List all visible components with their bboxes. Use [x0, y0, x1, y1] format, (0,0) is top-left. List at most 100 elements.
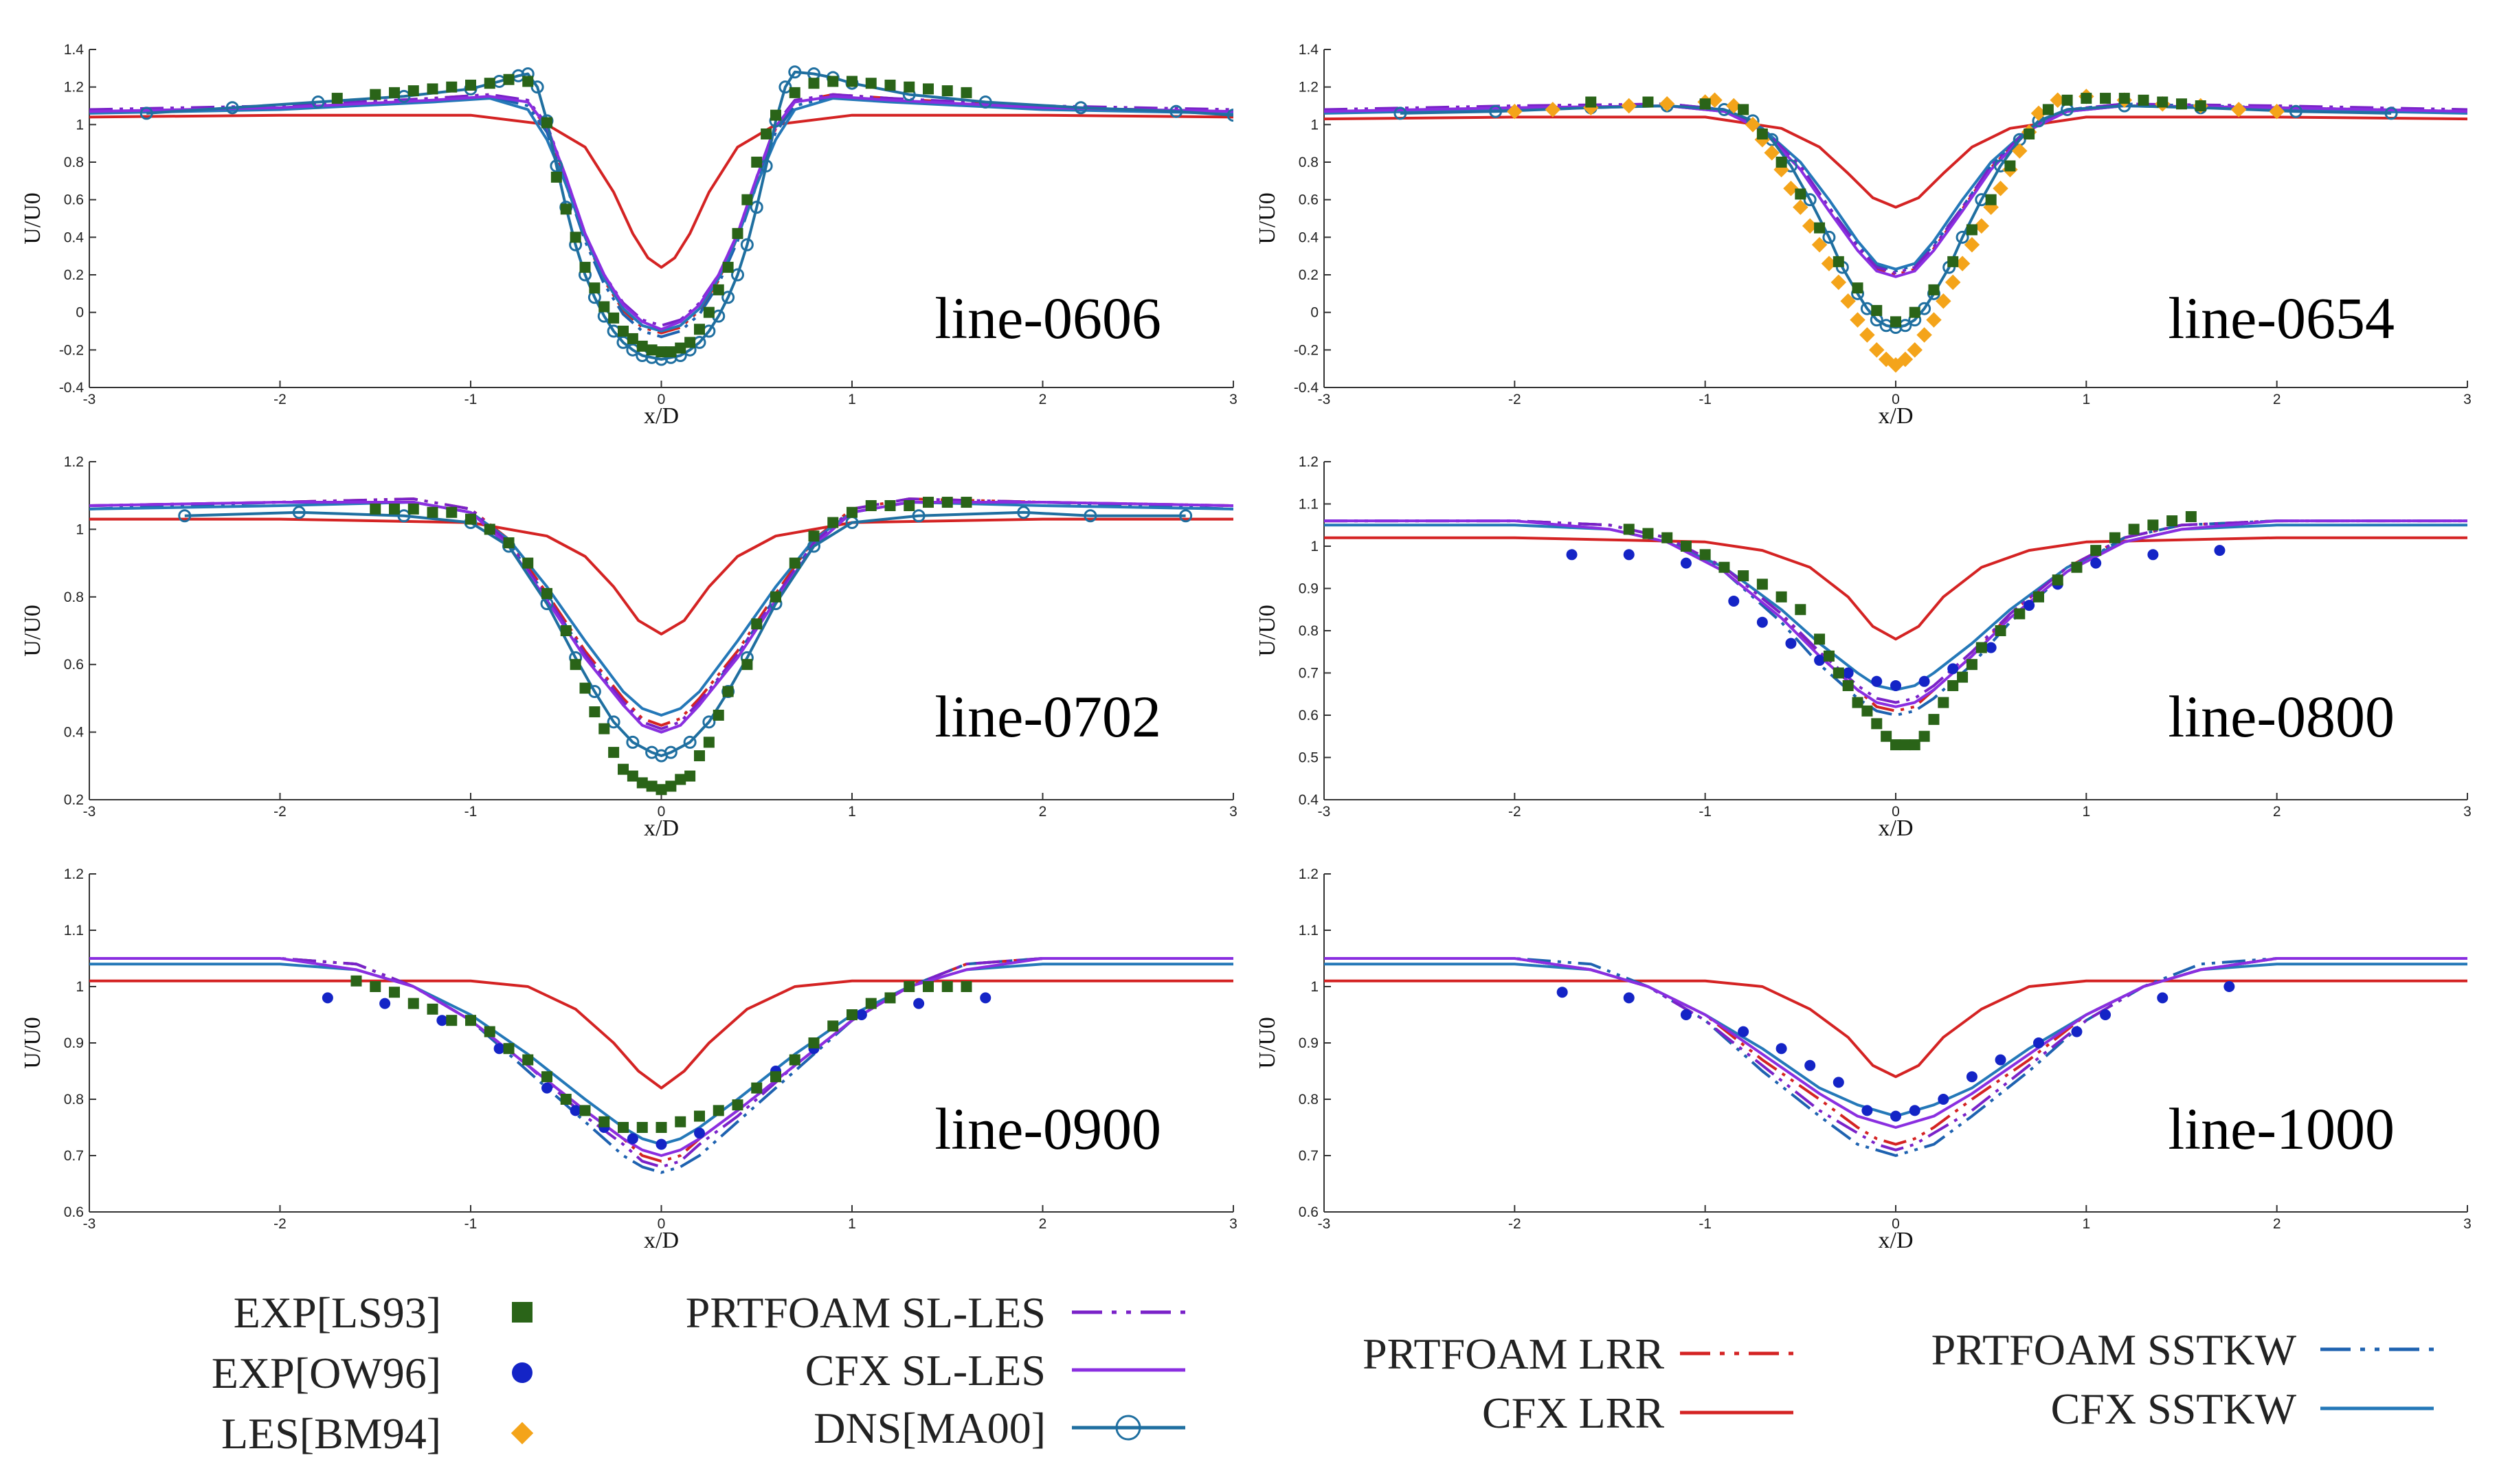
data-point	[789, 87, 800, 98]
data-point	[694, 1127, 705, 1139]
data-point	[702, 715, 716, 729]
data-point	[1783, 181, 1799, 196]
legend-label: CFX SL-LES	[805, 1346, 1046, 1395]
data-point	[1775, 591, 1787, 603]
data-point	[770, 109, 781, 121]
x-tick-label: 2	[1039, 392, 1047, 407]
data-point	[1907, 342, 1923, 358]
data-point	[484, 1026, 495, 1037]
x-tick-label: -1	[464, 1216, 478, 1232]
data-point	[732, 1099, 743, 1111]
data-point	[541, 587, 552, 599]
data-point	[607, 715, 620, 729]
panel-label: line-1000	[2168, 1096, 2395, 1162]
x-tick-label: -2	[1508, 392, 1521, 407]
data-point	[1909, 306, 1920, 318]
data-point	[1775, 1043, 1787, 1055]
data-point	[627, 770, 638, 782]
data-point	[1226, 109, 1233, 122]
x-tick-label: 2	[2273, 804, 2281, 820]
y-tick-label: 0	[76, 305, 84, 321]
data-point	[722, 686, 734, 697]
data-point	[751, 1082, 763, 1094]
data-point	[570, 1105, 581, 1116]
y-tick-label: 0.6	[1299, 192, 1319, 208]
data-point	[675, 1116, 686, 1127]
y-tick-label: 1.2	[1299, 80, 1319, 95]
data-point	[740, 238, 754, 251]
series-cfx_sl	[89, 95, 1233, 331]
data-point	[1890, 316, 1901, 328]
data-point	[665, 780, 677, 792]
data-point	[2118, 93, 2130, 104]
data-point	[778, 80, 792, 94]
data-point	[1947, 256, 1959, 267]
data-point	[1897, 351, 1914, 368]
data-point	[961, 87, 972, 98]
data-point	[732, 227, 743, 239]
data-point	[789, 557, 800, 569]
x-tick-label: 3	[2463, 392, 2472, 407]
data-point	[2195, 100, 2206, 111]
data-point	[1871, 718, 1883, 730]
data-point	[1852, 697, 1863, 708]
data-point	[1738, 570, 1749, 582]
data-point	[827, 76, 839, 87]
data-point	[2024, 128, 2035, 139]
x-tick-label: 3	[1229, 392, 1237, 407]
data-point	[2071, 561, 2083, 573]
data-point	[446, 506, 458, 518]
data-point	[1871, 304, 1883, 316]
y-tick-label: -0.2	[1294, 342, 1319, 358]
y-tick-label: 0.8	[1299, 155, 1319, 170]
series-dns_ma00	[178, 506, 1193, 763]
data-point	[407, 503, 419, 515]
data-point	[503, 537, 515, 549]
data-point	[1928, 284, 1940, 295]
data-point	[731, 268, 744, 282]
data-point	[923, 83, 934, 95]
data-point	[1489, 104, 1503, 118]
data-point	[1861, 1105, 1873, 1116]
data-point	[847, 1009, 858, 1020]
series-exp_ls93	[350, 975, 972, 1133]
data-point	[370, 981, 381, 992]
series-cfx_sl	[1324, 957, 2467, 1129]
data-point	[1975, 642, 1987, 653]
series-exp_ls93	[1623, 510, 2197, 751]
x-tick-label: -1	[464, 804, 478, 820]
chart-panel-line-0900: -3 -2 -1 0 1 2 3 0.6 0.7 0.8 0.9 1 1.1 1.2 x/D U/U0 line…	[20, 866, 1237, 1253]
series-exp_ls93	[1585, 93, 2206, 328]
data-point	[1954, 256, 1971, 271]
y-tick-label: 1	[1310, 117, 1319, 133]
data-point	[2384, 106, 2398, 120]
data-point	[646, 344, 658, 356]
data-point	[1957, 671, 1969, 683]
data-point	[1995, 1054, 2006, 1066]
data-point	[1852, 282, 1863, 294]
data-point	[2230, 102, 2247, 117]
data-point	[618, 326, 629, 337]
plot-area	[89, 497, 1233, 796]
data-point	[1850, 312, 1865, 328]
data-point	[2147, 549, 2159, 561]
series-line	[89, 93, 1233, 327]
data-point	[427, 506, 438, 518]
series-prt_sl	[1324, 519, 2467, 704]
x-axis-label: x/D	[1879, 816, 1914, 841]
data-point	[913, 998, 925, 1009]
y-tick-label: 0.8	[64, 589, 84, 605]
y-tick-label: -0.4	[1294, 380, 1319, 396]
series-cfx_sst	[89, 97, 1233, 333]
legend-entry-exp_ow96: EXP[OW96]	[212, 1349, 533, 1397]
series-exp_ow96	[1556, 981, 2235, 1122]
y-tick-label: 0.4	[1299, 792, 1319, 808]
y-tick-label: 0.9	[1299, 1035, 1319, 1051]
x-tick-label: 2	[1039, 1216, 1047, 1232]
y-tick-label: 1.1	[64, 923, 84, 938]
y-tick-label: 0.9	[1299, 581, 1319, 597]
x-tick-label: 2	[1039, 804, 1047, 820]
data-point	[904, 981, 915, 992]
series-exp_ls93	[331, 74, 972, 358]
y-tick-label: 0	[1310, 305, 1319, 321]
